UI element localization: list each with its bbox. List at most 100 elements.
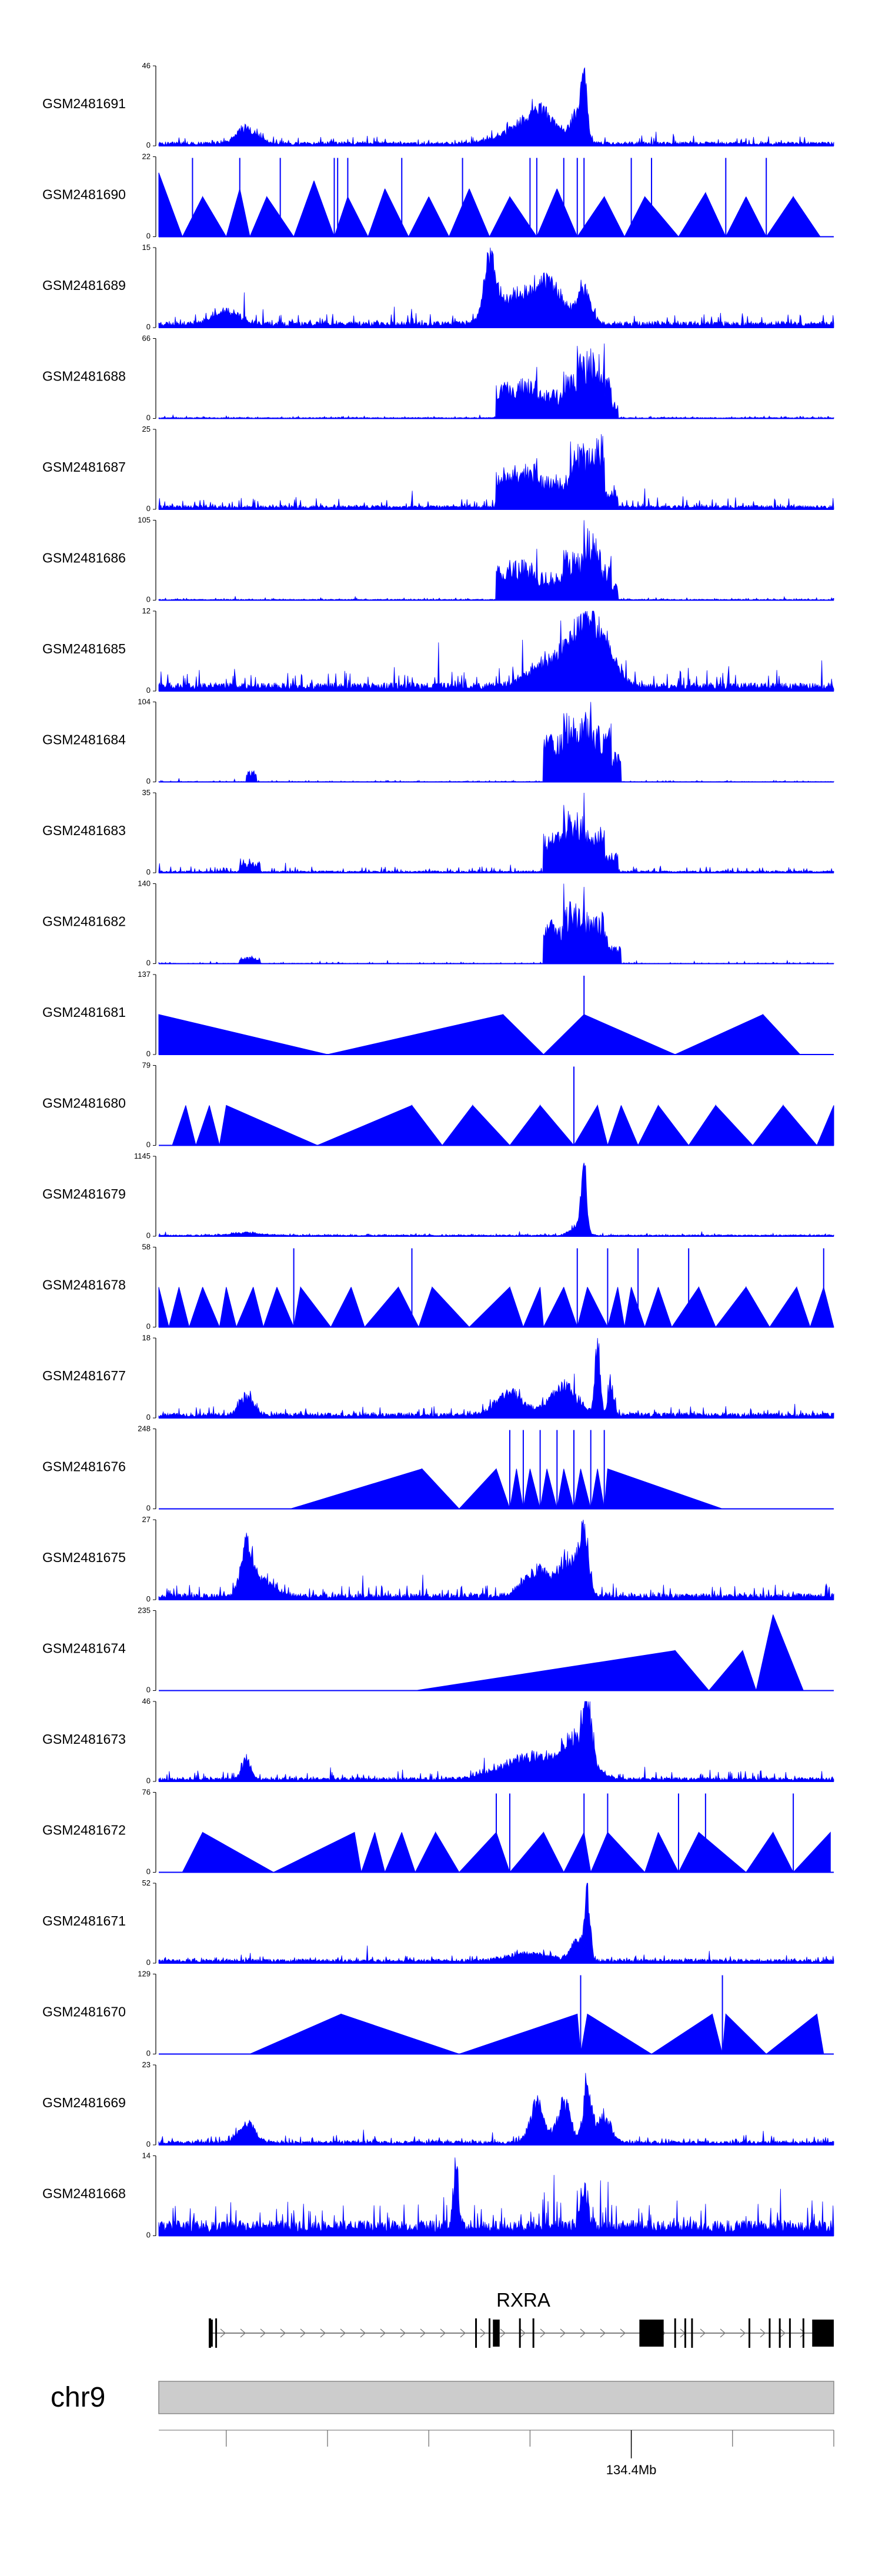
y-max-label: 105 — [138, 516, 151, 525]
gene-name: RXRA — [496, 2289, 550, 2311]
track-label: GSM2481689 — [42, 278, 126, 293]
y-min-label: 0 — [146, 1322, 151, 1331]
strand-arrow — [740, 2328, 746, 2338]
y-max-label: 140 — [138, 879, 151, 888]
y-min-label: 0 — [146, 322, 151, 331]
coverage-area — [158, 1286, 834, 1327]
coverage-area — [158, 247, 834, 328]
y-max-label: 15 — [142, 243, 151, 252]
track-label: GSM2481687 — [42, 459, 126, 475]
y-max-label: 52 — [142, 1878, 151, 1887]
track-label: GSM2481674 — [42, 1641, 126, 1656]
y-min-label: 0 — [146, 2231, 151, 2240]
strand-arrow — [380, 2328, 386, 2338]
track-label: GSM2481690 — [42, 187, 126, 202]
strand-arrow — [620, 2328, 626, 2338]
y-max-label: 35 — [142, 788, 151, 797]
coverage-area — [172, 1104, 834, 1146]
strand-arrow — [440, 2328, 446, 2338]
strand-arrow — [240, 2328, 246, 2338]
strand-arrow — [320, 2328, 326, 2338]
strand-arrow — [600, 2328, 606, 2338]
y-min-label: 0 — [146, 959, 151, 967]
coverage-area — [158, 2157, 834, 2236]
y-min-label: 0 — [146, 867, 151, 876]
y-min-label: 0 — [146, 2049, 151, 2058]
y-max-label: 79 — [142, 1061, 151, 1070]
y-max-label: 14 — [142, 2151, 151, 2160]
coverage-area — [158, 2073, 834, 2145]
track-label: GSM2481671 — [42, 1913, 126, 1928]
track-label: GSM2481669 — [42, 2095, 126, 2110]
track-label: GSM2481668 — [42, 2186, 126, 2201]
y-min-label: 0 — [146, 1504, 151, 1513]
strand-arrow — [720, 2328, 726, 2338]
y-min-label: 0 — [146, 1049, 151, 1058]
coverage-area — [158, 1337, 834, 1419]
coverage-area — [158, 434, 834, 510]
strand-arrow — [800, 2328, 806, 2338]
track-label: GSM2481683 — [42, 823, 126, 838]
strand-arrow — [420, 2328, 426, 2338]
strand-arrow — [580, 2328, 586, 2338]
y-min-label: 0 — [146, 504, 151, 513]
strand-arrow — [340, 2328, 346, 2338]
strand-arrow — [500, 2328, 506, 2338]
coverage-area — [182, 1831, 831, 1873]
y-min-label: 0 — [146, 1413, 151, 1422]
y-min-label: 0 — [146, 1867, 151, 1876]
coverage-area — [158, 702, 834, 782]
strand-arrow — [460, 2328, 466, 2338]
coverage-area — [290, 1468, 723, 1509]
y-min-label: 0 — [146, 1594, 151, 1603]
strand-arrow — [540, 2328, 546, 2338]
coverage-area — [158, 610, 834, 692]
y-max-label: 129 — [138, 1970, 151, 1978]
y-max-label: 137 — [138, 970, 151, 979]
exon-block — [639, 2320, 664, 2347]
strand-arrow — [560, 2328, 566, 2338]
track-label: GSM2481681 — [42, 1005, 126, 1020]
y-min-label: 0 — [146, 595, 151, 604]
y-min-label: 0 — [146, 1686, 151, 1694]
track-label: GSM2481684 — [42, 732, 126, 748]
y-max-label: 25 — [142, 425, 151, 433]
track-label: GSM2481678 — [42, 1277, 126, 1293]
track-label: GSM2481686 — [42, 550, 126, 566]
track-label: GSM2481672 — [42, 1823, 126, 1838]
y-max-label: 104 — [138, 698, 151, 706]
y-max-label: 76 — [142, 1788, 151, 1797]
track-label: GSM2481670 — [42, 2004, 126, 2020]
y-max-label: 46 — [142, 1697, 151, 1706]
y-min-label: 0 — [146, 1231, 151, 1240]
coverage-area — [158, 67, 834, 146]
track-label: GSM2481688 — [42, 369, 126, 384]
track-label: GSM2481682 — [42, 914, 126, 929]
y-min-label: 0 — [146, 1958, 151, 1967]
strand-arrow — [280, 2328, 286, 2338]
exon-block — [493, 2320, 500, 2347]
track-label: GSM2481675 — [42, 1550, 126, 1565]
y-min-label: 0 — [146, 2140, 151, 2148]
track-label: GSM2481679 — [42, 1186, 126, 1202]
strand-arrow — [760, 2328, 766, 2338]
coverage-area — [158, 883, 834, 964]
track-label: GSM2481677 — [42, 1368, 126, 1383]
y-max-label: 46 — [142, 61, 151, 70]
coverage-area — [158, 1163, 834, 1237]
y-max-label: 27 — [142, 1515, 151, 1524]
y-max-label: 58 — [142, 1243, 151, 1252]
coverage-area — [415, 1614, 804, 1691]
strand-arrow — [480, 2328, 486, 2338]
strand-arrow — [400, 2328, 406, 2338]
strand-arrow — [260, 2328, 266, 2338]
y-min-label: 0 — [146, 1140, 151, 1149]
y-max-label: 23 — [142, 2060, 151, 2069]
track-label: GSM2481676 — [42, 1459, 126, 1474]
strand-arrow — [520, 2328, 526, 2338]
chromosome-band — [158, 2381, 834, 2414]
y-max-label: 1145 — [134, 1152, 151, 1160]
strand-arrow — [360, 2328, 366, 2338]
y-max-label: 12 — [142, 606, 151, 615]
y-max-label: 66 — [142, 334, 151, 343]
